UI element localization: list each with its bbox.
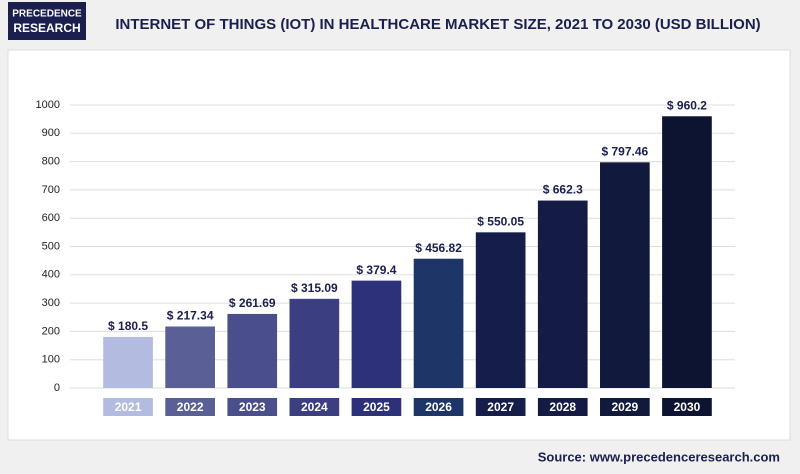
category-box [600, 398, 650, 416]
value-label: $ 379.4 [356, 263, 396, 277]
bar [165, 326, 215, 388]
category-box [351, 398, 402, 416]
category-box [289, 398, 340, 416]
value-label: $ 315.09 [291, 281, 338, 295]
value-label: $ 797.46 [601, 144, 648, 158]
value-label: $ 662.3 [543, 183, 583, 197]
y-tick-label: 600 [42, 212, 60, 224]
logo-text: RESEARCH [13, 21, 80, 35]
bar [227, 313, 278, 388]
y-tick-label: 300 [42, 297, 60, 309]
bar [662, 116, 712, 388]
y-tick-label: 400 [42, 269, 60, 281]
bar [103, 336, 153, 388]
category-box [475, 398, 526, 416]
y-tick-label: 0 [54, 382, 60, 394]
value-label: $ 180.5 [108, 319, 148, 333]
logo-box [8, 2, 86, 40]
bar [600, 162, 650, 388]
bar [351, 280, 402, 388]
x-tick-label: 2028 [549, 400, 576, 414]
value-label: $ 550.05 [477, 215, 524, 229]
y-tick-label: 1000 [36, 99, 60, 111]
value-label: $ 217.34 [167, 309, 214, 323]
category-box [537, 398, 588, 416]
y-tick-label: 500 [42, 240, 60, 252]
category-box [165, 398, 215, 416]
chart-title: INTERNET OF THINGS (IOT) IN HEALTHCARE M… [115, 16, 760, 33]
category-box [413, 398, 464, 416]
bar [475, 232, 526, 388]
x-tick-label: 2029 [611, 400, 638, 414]
source: Source: www.precedenceresearch.com [538, 449, 780, 464]
value-label: $ 261.69 [229, 296, 276, 310]
y-tick-label: 100 [42, 354, 60, 366]
category-box [103, 398, 153, 416]
x-tick-label: 2022 [177, 400, 204, 414]
x-tick-label: 2021 [115, 400, 142, 414]
x-tick-label: 2026 [425, 400, 452, 414]
value-label: $ 960.2 [667, 98, 707, 112]
bar [537, 200, 588, 388]
y-tick-label: 900 [42, 127, 60, 139]
logo-text: PRECEDENCE [12, 9, 82, 20]
value-label: $ 456.82 [415, 241, 462, 255]
y-tick-label: 800 [42, 156, 60, 168]
x-tick-label: 2023 [239, 400, 266, 414]
bar [289, 298, 340, 388]
category-box [227, 398, 278, 416]
category-box [662, 398, 712, 416]
y-tick-label: 200 [42, 325, 60, 337]
x-tick-label: 2025 [363, 400, 390, 414]
bar [413, 258, 464, 388]
y-tick-label: 700 [42, 184, 60, 196]
x-tick-label: 2024 [301, 400, 328, 414]
x-tick-label: 2030 [674, 400, 701, 414]
x-tick-label: 2027 [487, 400, 514, 414]
